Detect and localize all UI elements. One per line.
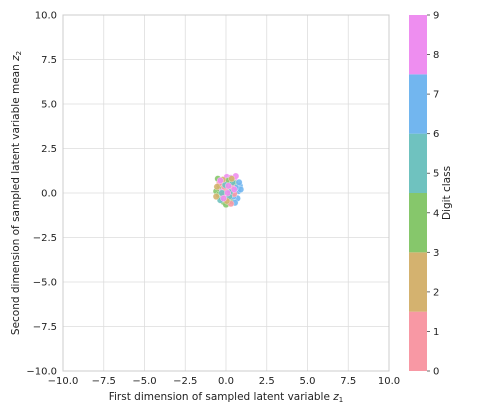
y-tick-label: 2.5 bbox=[41, 144, 57, 155]
scatter-point bbox=[230, 186, 238, 193]
colorbar-band bbox=[409, 252, 427, 312]
scatter-point bbox=[228, 175, 236, 183]
y-axis-ticks: −10.0 −7.5 −5.0 −2.5 0.0 2.5 5.0 7.5 10.0 bbox=[26, 11, 57, 378]
scatter-point bbox=[220, 194, 227, 202]
colorbar-tick-label: 3 bbox=[433, 248, 439, 259]
scatter-point bbox=[212, 193, 220, 200]
colorbar bbox=[409, 15, 427, 371]
scatter-point bbox=[235, 178, 243, 186]
x-tick-label: −7.5 bbox=[92, 376, 116, 387]
colorbar-band bbox=[409, 311, 427, 371]
colorbar-band bbox=[409, 133, 427, 193]
y-tick-label: −5.0 bbox=[33, 278, 57, 289]
y-tick-label: −10.0 bbox=[26, 367, 57, 378]
y-tick-label: −2.5 bbox=[33, 233, 57, 244]
y-axis-label: Second dimension of sampled latent varia… bbox=[10, 51, 23, 335]
scatter-point bbox=[216, 177, 224, 184]
x-axis-label: First dimension of sampled latent variab… bbox=[109, 391, 344, 404]
colorbar-tick-label: 5 bbox=[433, 169, 439, 180]
x-tick-label: 0.0 bbox=[218, 376, 234, 387]
colorbar-tick-label: 2 bbox=[433, 287, 439, 298]
colorbar-tick-label: 8 bbox=[433, 50, 439, 61]
x-tick-label: −2.5 bbox=[173, 376, 197, 387]
x-tick-label: −10.0 bbox=[48, 376, 79, 387]
colorbar-tick-label: 7 bbox=[433, 90, 439, 101]
y-tick-label: −7.5 bbox=[33, 322, 57, 333]
colorbar-ticks: 0 1 2 3 4 5 6 7 8 9 bbox=[427, 11, 439, 378]
scatter-points bbox=[212, 172, 245, 208]
scatter-point bbox=[213, 183, 221, 191]
x-tick-label: 5.0 bbox=[300, 376, 316, 387]
colorbar-tick-label: 0 bbox=[433, 367, 439, 378]
colorbar-tick-label: 4 bbox=[433, 208, 439, 219]
colorbar-label: Digit class bbox=[441, 166, 453, 220]
x-axis-ticks: −10.0 −7.5 −5.0 −2.5 0.0 2.5 5.0 7.5 10.0 bbox=[48, 376, 400, 387]
x-tick-label: 10.0 bbox=[378, 376, 400, 387]
x-tick-label: 7.5 bbox=[340, 376, 356, 387]
colorbar-band bbox=[409, 193, 427, 253]
colorbar-tick-label: 1 bbox=[433, 327, 439, 338]
y-tick-label: 10.0 bbox=[35, 11, 57, 22]
y-tick-label: 0.0 bbox=[41, 189, 57, 200]
colorbar-band bbox=[409, 74, 427, 134]
colorbar-band bbox=[409, 15, 427, 75]
colorbar-tick-label: 9 bbox=[433, 11, 439, 22]
scatter-point bbox=[225, 182, 232, 190]
x-tick-label: −5.0 bbox=[132, 376, 156, 387]
y-tick-label: 5.0 bbox=[41, 100, 57, 111]
scatter-point bbox=[224, 189, 231, 197]
y-tick-label: 7.5 bbox=[41, 55, 57, 66]
plot-frame bbox=[62, 14, 390, 372]
x-tick-label: 2.5 bbox=[259, 376, 275, 387]
colorbar-tick-label: 6 bbox=[433, 129, 439, 140]
